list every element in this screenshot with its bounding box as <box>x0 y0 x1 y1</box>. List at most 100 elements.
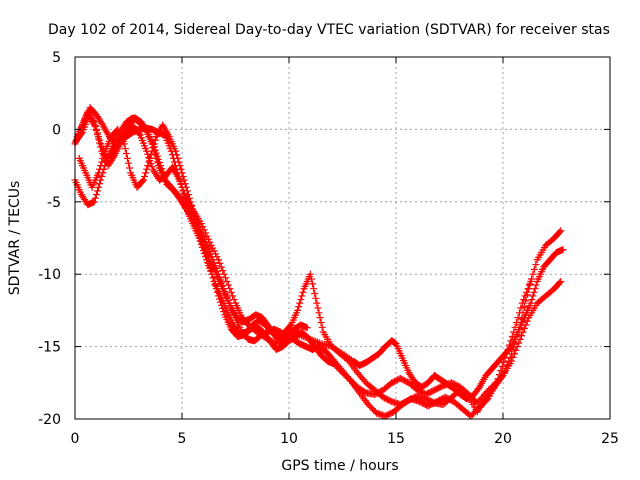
data-point <box>93 131 101 139</box>
data-point <box>515 326 523 334</box>
data-point <box>504 345 512 353</box>
data-point <box>510 328 518 336</box>
data-point <box>311 290 319 298</box>
data-point <box>158 165 166 173</box>
data-point <box>217 263 225 271</box>
data-point <box>503 361 511 369</box>
data-point <box>175 158 183 166</box>
data-point <box>294 306 302 314</box>
data-point <box>230 296 238 304</box>
data-point <box>508 332 516 340</box>
data-point <box>511 323 519 331</box>
data-point <box>227 288 235 296</box>
data-point <box>173 151 181 159</box>
data-point <box>229 292 237 300</box>
data-point <box>97 143 105 151</box>
data-point <box>156 158 164 166</box>
data-point <box>315 309 323 317</box>
data-point <box>95 135 103 143</box>
data-point <box>226 285 234 293</box>
x-tick-label: 10 <box>280 431 298 447</box>
data-point <box>157 162 165 170</box>
data-point <box>97 162 105 170</box>
data-point <box>483 396 491 404</box>
data-point <box>98 119 106 127</box>
data-point <box>198 243 206 251</box>
data-point <box>530 288 538 296</box>
y-tick-label: -15 <box>38 340 61 356</box>
data-point <box>531 285 539 293</box>
data-point <box>223 277 231 285</box>
axis-ticks <box>74 56 611 420</box>
data-point <box>525 281 533 289</box>
data-point <box>524 285 532 293</box>
data-point <box>217 298 225 306</box>
x-axis-label: GPS time / hours <box>281 458 398 474</box>
data-point <box>200 250 208 258</box>
data-point <box>224 281 232 289</box>
data-point <box>317 318 325 326</box>
data-point <box>517 304 525 312</box>
data-point <box>121 145 129 153</box>
data-point <box>463 392 471 400</box>
data-point <box>151 146 159 154</box>
data-point <box>174 154 182 162</box>
data-point <box>219 267 227 275</box>
data-points <box>71 104 567 420</box>
data-point <box>220 308 228 316</box>
data-point <box>514 314 522 322</box>
data-point <box>216 259 224 267</box>
data-point <box>316 314 324 322</box>
data-point <box>500 358 508 366</box>
data-point <box>532 281 540 289</box>
data-point <box>96 180 104 188</box>
data-point <box>306 270 314 278</box>
data-point <box>215 295 223 303</box>
data-point <box>516 321 524 329</box>
data-point <box>209 274 217 282</box>
data-point <box>529 270 537 278</box>
data-point <box>212 285 220 293</box>
data-point <box>138 177 146 185</box>
data-point <box>303 324 311 332</box>
y-axis-tick-labels: -20 -15 -10 -5 0 5 <box>38 50 61 428</box>
data-point <box>143 147 151 155</box>
data-point <box>199 247 207 255</box>
data-point <box>527 299 535 307</box>
data-point <box>518 332 526 340</box>
data-point <box>208 270 216 278</box>
data-point <box>518 315 526 323</box>
data-point <box>286 322 294 330</box>
data-point <box>154 155 162 163</box>
data-point <box>528 296 536 304</box>
data-point <box>513 318 521 326</box>
data-point <box>296 299 304 307</box>
data-point <box>90 121 98 129</box>
data-point <box>96 165 104 173</box>
data-point <box>172 147 180 155</box>
data-point <box>512 335 520 343</box>
data-point <box>500 368 508 376</box>
data-point <box>144 150 152 158</box>
data-point <box>196 237 204 245</box>
x-tick-label: 15 <box>387 431 405 447</box>
data-point <box>91 123 99 131</box>
data-point <box>110 153 118 161</box>
data-point <box>150 143 158 151</box>
data-point <box>505 341 513 349</box>
data-point <box>90 198 98 206</box>
data-point <box>314 304 322 312</box>
x-axis-tick-labels: 0 5 10 15 20 25 <box>71 431 619 447</box>
data-point <box>93 187 101 195</box>
data-point <box>298 292 306 300</box>
data-point <box>95 183 103 191</box>
data-point <box>177 165 185 173</box>
data-point <box>98 172 106 180</box>
data-point <box>147 160 155 168</box>
x-tick-label: 20 <box>494 431 512 447</box>
data-point <box>125 159 132 167</box>
data-point <box>495 371 503 379</box>
data-point <box>210 277 218 285</box>
data-point <box>218 301 226 309</box>
data-point <box>77 130 85 138</box>
